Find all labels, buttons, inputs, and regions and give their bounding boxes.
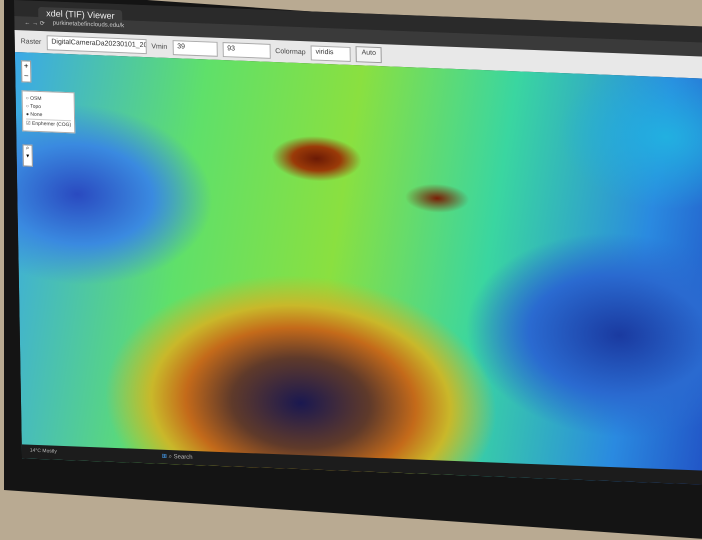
vmin-label: Vmin (151, 42, 168, 51)
zoom-control: + − (21, 60, 32, 83)
expand-icon[interactable]: ▾ (26, 153, 30, 160)
vmax-input[interactable]: 93 (222, 41, 271, 59)
zoom-in-button[interactable]: + (23, 61, 29, 71)
weather-widget[interactable]: 14°C Mostly (29, 447, 57, 455)
auto-button[interactable]: Auto (355, 46, 383, 64)
url-field[interactable]: purkinetabefinclouds.edu/k (52, 20, 125, 30)
layer-control: ○ OSM ○ Topo ● None ☑ Enphemer (COG) (21, 90, 76, 134)
colormap-label: Colormap (275, 47, 306, 56)
draw-tool-control[interactable]: ⌕ ▾ (22, 144, 33, 167)
search-icon: ⌕ (168, 454, 172, 461)
screen: xdel (TIF) Viewer ← → ⟳ purkinetabefinclo… (14, 0, 702, 486)
windows-icon[interactable]: ⊞ (161, 453, 167, 460)
taskbar-search[interactable]: ⊞ ⌕ Search (161, 453, 193, 461)
raster-label: Raster (20, 37, 42, 46)
colormap-select[interactable]: viridis (310, 44, 351, 62)
heatmap-map[interactable]: + − ○ OSM ○ Topo ● None ☑ Enphemer (COG)… (14, 52, 702, 486)
vmin-input[interactable]: 39 (172, 39, 218, 57)
overlay-checkbox[interactable]: ☑ Enphemer (COG) (26, 118, 72, 130)
nav-icons[interactable]: ← → ⟳ (24, 20, 45, 28)
raster-select[interactable]: DigitalCameraDa20230101_20231101_ndg16 (46, 34, 147, 54)
zoom-out-button[interactable]: − (23, 71, 29, 81)
